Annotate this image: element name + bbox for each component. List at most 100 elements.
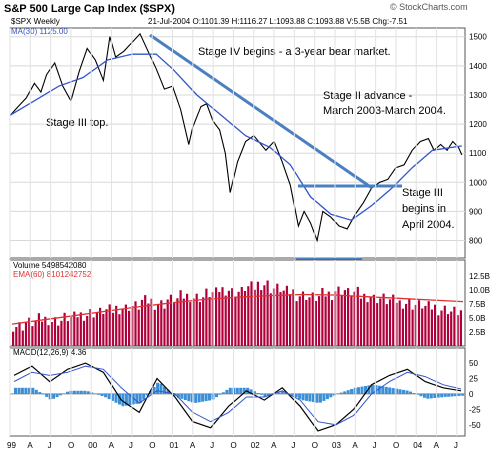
- volume-bar: [54, 317, 56, 346]
- volume-bar: [215, 287, 217, 346]
- x-tick-label: J: [291, 441, 295, 450]
- volume-bar: [299, 296, 301, 346]
- volume-bar: [308, 297, 310, 346]
- volume-bar: [60, 321, 62, 346]
- volume-tick-label: 7.5B: [469, 300, 485, 309]
- macd-hist-bar: [45, 394, 48, 397]
- volume-bar: [250, 281, 252, 346]
- volume-bar: [180, 290, 182, 346]
- macd-hist-bar: [326, 394, 329, 399]
- volume-bar: [453, 307, 455, 346]
- volume-bar: [128, 311, 130, 346]
- volume-bar: [228, 291, 230, 346]
- volume-tick-label: 12.5B: [469, 272, 490, 281]
- volume-bar: [102, 314, 104, 346]
- price-line: [10, 34, 462, 241]
- macd-hist-bar: [316, 394, 319, 403]
- macd-hist-bar: [406, 391, 409, 394]
- x-tick-label: A: [352, 441, 358, 450]
- ema-legend: EMA(60) 8101242752: [13, 270, 92, 279]
- macd-signal-line: [14, 366, 461, 425]
- x-tick-label: A: [434, 441, 440, 450]
- x-tick-label: 01: [170, 441, 179, 450]
- volume-bar: [408, 299, 410, 346]
- macd-hist-bar: [225, 390, 228, 394]
- macd-hist-bar: [83, 391, 86, 394]
- volume-bar: [173, 303, 175, 346]
- x-tick-label: J: [210, 441, 214, 450]
- volume-bar: [80, 312, 82, 346]
- volume-bar: [176, 298, 178, 346]
- volume-bar: [83, 321, 85, 346]
- volume-bar: [318, 296, 320, 346]
- macd-hist-bar: [426, 394, 429, 399]
- macd-hist-bar: [184, 394, 187, 400]
- macd-hist-bar: [142, 394, 145, 400]
- volume-bar: [96, 313, 98, 346]
- volume-bar: [283, 291, 285, 346]
- macd-hist-bar: [257, 393, 260, 394]
- volume-bar: [25, 323, 27, 347]
- macd-hist-bar: [101, 394, 104, 396]
- volume-bar: [234, 297, 236, 346]
- macd-hist-bar: [208, 394, 211, 401]
- x-tick-label: A: [190, 441, 196, 450]
- macd-hist-bar: [433, 394, 436, 398]
- volume-bar: [196, 294, 198, 346]
- macd-hist-bar: [205, 394, 208, 401]
- price-series: [10, 34, 462, 241]
- macd-hist-bar: [222, 392, 225, 394]
- volume-bar: [221, 287, 223, 346]
- macd-hist-bar: [21, 388, 24, 394]
- volume-bar: [157, 305, 159, 346]
- volume-bar: [154, 310, 156, 346]
- macd-hist-bar: [423, 394, 426, 398]
- volume-bar: [41, 322, 43, 346]
- x-tick-label: O: [230, 441, 236, 450]
- annotation-stage3-top: Stage III top.: [46, 117, 108, 129]
- volume-bar: [325, 296, 327, 346]
- volume-tick-label: 5.0B: [469, 314, 485, 323]
- volume-bar: [99, 308, 101, 346]
- macd-hist-bar: [52, 394, 55, 399]
- volume-bar: [73, 312, 75, 346]
- macd-hist-bar: [180, 394, 183, 399]
- volume-bar: [344, 290, 346, 346]
- volume-bar: [289, 294, 291, 346]
- annotation-stage3-line2: begins in: [402, 203, 446, 215]
- x-tick-label: 02: [251, 441, 260, 450]
- annotation-stage2-line2: March 2003-March 2004.: [323, 105, 446, 117]
- volume-bar: [144, 295, 146, 346]
- volume-bar: [122, 309, 124, 346]
- volume-bar: [347, 288, 349, 346]
- volume-bar: [86, 316, 88, 346]
- macd-hist-bar: [295, 394, 298, 397]
- volume-bar: [386, 304, 388, 346]
- volume-bar: [296, 301, 298, 346]
- volume-bar: [64, 313, 66, 346]
- macd-hist-bar: [218, 394, 221, 395]
- macd-hist-bar: [229, 388, 232, 394]
- volume-bar: [147, 304, 149, 347]
- macd-hist-bar: [42, 394, 45, 395]
- volume-bar: [244, 291, 246, 346]
- price-tick-label: 800: [469, 237, 483, 246]
- volume-bar: [418, 300, 420, 346]
- macd-hist-bar: [322, 394, 325, 401]
- volume-bar: [115, 306, 117, 346]
- x-tick-label: J: [48, 441, 52, 450]
- macd-hist-bar: [97, 394, 100, 395]
- macd-hist-bar: [309, 394, 312, 402]
- volume-bar: [38, 313, 40, 346]
- volume-bar: [163, 309, 165, 346]
- volume-bar: [238, 292, 240, 346]
- macd-hist-bar: [56, 394, 59, 397]
- volume-bar: [399, 300, 401, 346]
- x-tick-label: O: [149, 441, 155, 450]
- volume-bar: [218, 292, 220, 346]
- macd-hist-bar: [302, 394, 305, 400]
- macd-hist-bar: [437, 394, 440, 398]
